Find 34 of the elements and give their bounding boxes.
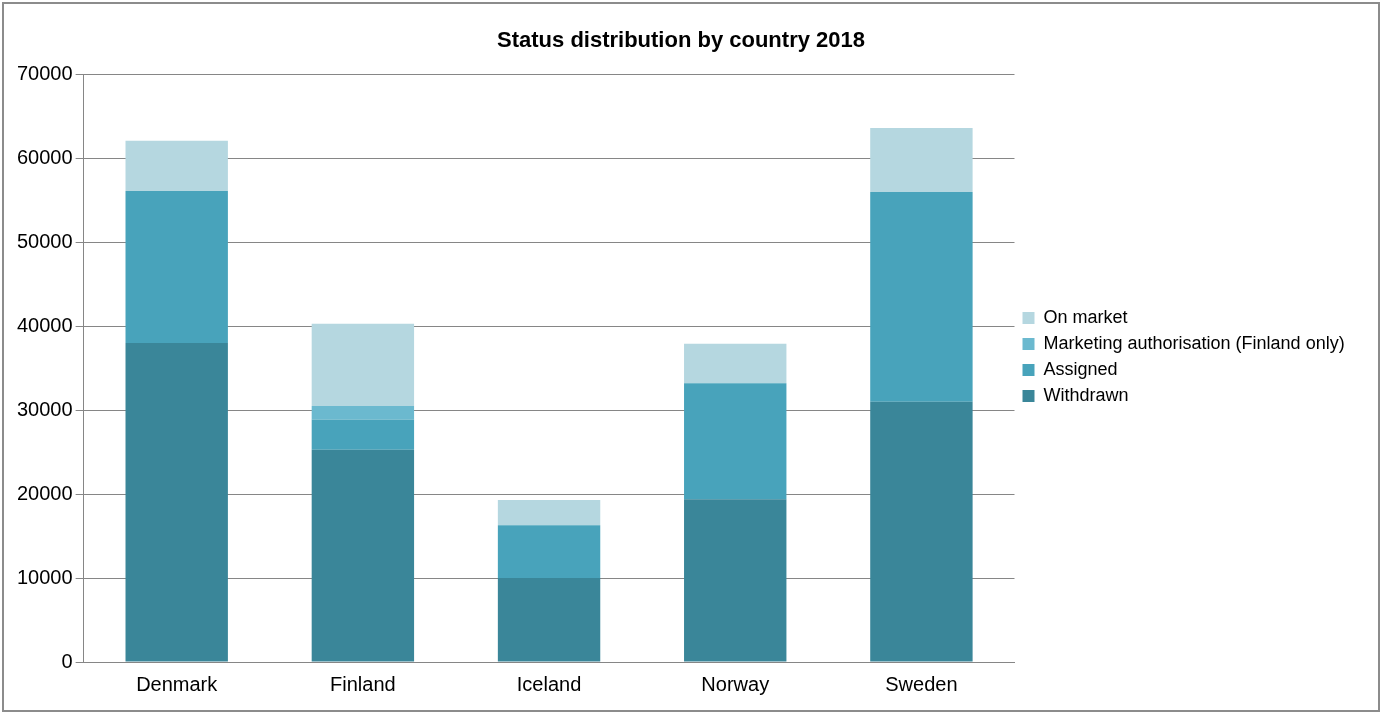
y-tick-label: 30000 xyxy=(16,397,73,420)
y-tick-label: 20000 xyxy=(16,481,73,504)
y-tick-label: 60000 xyxy=(16,145,73,168)
y-tick-label: 0 xyxy=(61,649,73,672)
x-tick-label: Finland xyxy=(330,672,396,695)
x-tick-label: Iceland xyxy=(516,672,582,695)
x-tick-label: Denmark xyxy=(136,672,219,695)
bar xyxy=(125,140,228,192)
bar xyxy=(870,191,973,402)
bar xyxy=(311,323,415,406)
chart-title: Status distribution by country 2018 xyxy=(497,27,865,53)
bar xyxy=(497,525,601,579)
legend-label: On market xyxy=(1043,306,1128,327)
bar xyxy=(684,499,787,662)
x-tick-label: Norway xyxy=(701,672,770,695)
bar xyxy=(684,383,787,500)
y-tick-label: 40000 xyxy=(16,313,73,336)
bar xyxy=(497,499,601,526)
bar xyxy=(311,419,415,450)
bar xyxy=(870,128,973,192)
legend-label: Assigned xyxy=(1043,358,1118,379)
y-tick-label: 50000 xyxy=(16,229,73,252)
bar xyxy=(125,343,228,662)
bar xyxy=(311,405,415,420)
bar xyxy=(125,191,228,344)
bar xyxy=(684,343,787,384)
bar xyxy=(870,401,973,662)
legend-label: Withdrawn xyxy=(1043,384,1129,405)
y-tick-label: 10000 xyxy=(16,565,73,588)
bar xyxy=(497,578,601,662)
legend-label: Marketing authorisation (Finland only) xyxy=(1043,332,1345,353)
bar xyxy=(311,449,415,662)
x-tick-label: Sweden xyxy=(885,672,958,695)
y-tick-label: 70000 xyxy=(16,61,73,84)
